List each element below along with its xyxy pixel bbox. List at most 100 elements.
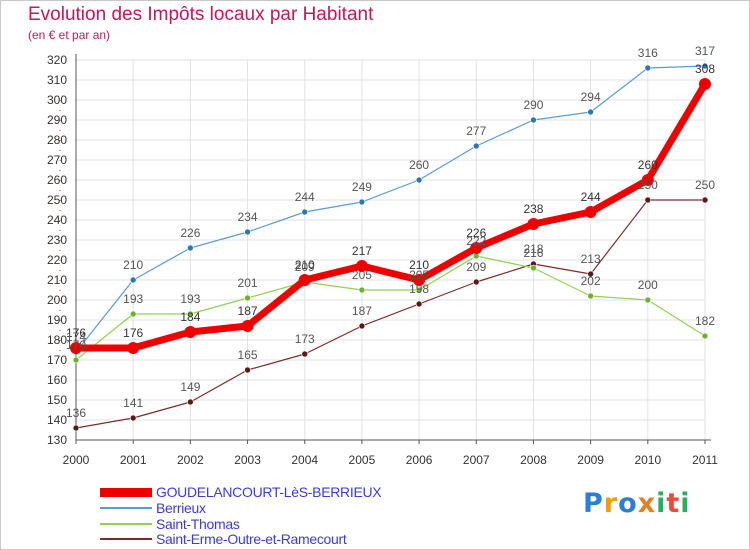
logo-letter: i: [656, 488, 667, 519]
proxiti-logo: Proxiti: [583, 488, 691, 519]
data-point: [298, 274, 311, 286]
data-point: [699, 78, 711, 90]
data-point: [701, 196, 709, 204]
logo-letter: P: [583, 488, 604, 519]
data-point: [301, 208, 309, 216]
data-label: 244: [295, 190, 315, 204]
data-point: [129, 310, 137, 318]
data-label: 202: [581, 274, 601, 288]
y-tick-label: 150: [47, 393, 67, 407]
data-point: [72, 356, 80, 364]
data-label: 182: [695, 314, 715, 328]
data-label: 218: [523, 242, 543, 256]
data-label: 249: [352, 180, 372, 194]
y-tick-label: 310: [47, 73, 67, 87]
data-point: [70, 342, 82, 354]
legend-label: Saint-Thomas: [156, 516, 240, 532]
data-label: 170: [66, 338, 86, 352]
x-tick-label: 2011: [692, 453, 718, 467]
data-label: 222: [466, 234, 486, 248]
data-point: [644, 296, 652, 304]
data-label: 250: [638, 178, 658, 192]
y-tick-label: 230: [47, 233, 67, 247]
data-label: 213: [581, 252, 601, 266]
y-tick-label: 170: [47, 353, 67, 367]
data-label: 277: [466, 124, 486, 138]
data-point: [129, 276, 137, 284]
data-point: [244, 228, 251, 236]
logo-letter: x: [637, 488, 657, 519]
data-point: [301, 350, 309, 358]
y-tick-label: 240: [47, 213, 67, 227]
series-line: [75, 65, 706, 353]
data-label: 176: [123, 326, 143, 340]
y-tick-label: 160: [47, 373, 67, 387]
data-point: [413, 274, 426, 286]
data-point: [644, 196, 652, 204]
axes: 1301401501601701801902002102202302402502…: [47, 53, 718, 467]
x-tick-label: 2000: [63, 453, 90, 467]
series-line: [75, 199, 706, 429]
data-label: 205: [352, 268, 372, 282]
legend-item: Saint-Erme-Outre-et-Ramecourt: [100, 531, 347, 547]
data-point: [127, 342, 140, 354]
data-label: 226: [180, 226, 200, 240]
legend-label: Saint-Erme-Outre-et-Ramecourt: [156, 531, 347, 547]
legend-item: GOUDELANCOURT-LèS-BERRIEUX: [100, 484, 382, 500]
data-label: 260: [638, 158, 658, 172]
data-label: 141: [123, 396, 143, 410]
data-label: 198: [409, 282, 429, 296]
data-label: 216: [523, 246, 543, 260]
y-tick-label: 270: [47, 153, 67, 167]
legend-label: Berrieux: [156, 500, 206, 516]
data-point: [415, 300, 423, 308]
legend-item: Berrieux: [100, 500, 206, 516]
data-point: [472, 142, 480, 150]
data-label: 238: [523, 202, 543, 216]
data-label: 317: [695, 44, 715, 58]
data-point: [184, 326, 197, 338]
data-label: 187: [238, 304, 258, 318]
logo-letter: i: [680, 488, 691, 519]
x-tick-label: 2004: [291, 453, 318, 467]
y-tick-label: 130: [47, 433, 67, 447]
data-label: 234: [238, 210, 258, 224]
data-label: 210: [295, 258, 315, 272]
x-tick-label: 2002: [177, 453, 204, 467]
y-tick-label: 200: [47, 293, 67, 307]
data-point: [701, 62, 709, 70]
y-tick-label: 300: [47, 93, 67, 107]
data-label: 209: [295, 260, 315, 274]
data-point: [701, 332, 709, 340]
legend-item: Saint-Thomas: [100, 516, 240, 532]
y-tick-label: 250: [47, 193, 67, 207]
data-point: [584, 206, 597, 218]
data-label: 210: [409, 258, 429, 272]
data-point: [187, 310, 194, 318]
data-point: [187, 244, 194, 252]
data-label: 260: [409, 158, 429, 172]
data-label: 205: [409, 268, 429, 282]
data-label: 193: [123, 292, 143, 306]
series-line: [72, 80, 709, 352]
legend-swatch: [100, 507, 152, 509]
chart-subtitle: (en € et par an): [28, 28, 111, 42]
y-tick-label: 260: [47, 173, 67, 187]
data-label: 290: [523, 98, 543, 112]
data-point: [587, 108, 594, 116]
data-point: [244, 294, 251, 302]
chart-title: Evolution des Impôts locaux par Habitant: [28, 4, 374, 25]
data-point: [244, 366, 251, 374]
data-point: [72, 424, 80, 432]
logo-letter: r: [603, 488, 619, 519]
data-label: 200: [638, 278, 658, 292]
y-tick-label: 290: [47, 113, 67, 127]
y-tick-label: 320: [47, 53, 67, 67]
y-tick-label: 180: [47, 333, 67, 347]
legend-swatch: [100, 523, 152, 525]
data-point: [644, 64, 652, 72]
data-label: 244: [581, 190, 601, 204]
data-label: 193: [180, 292, 200, 306]
